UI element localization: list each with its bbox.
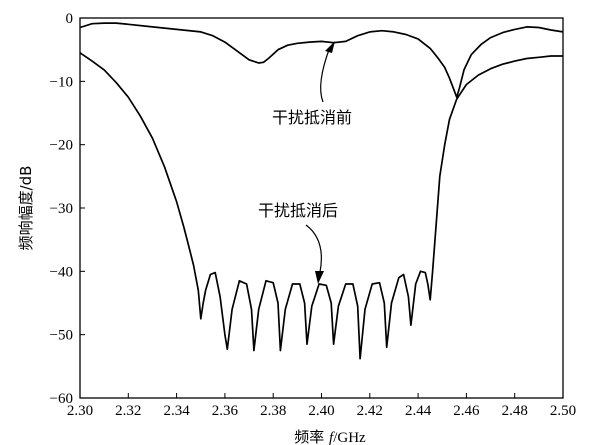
y-tick-label: 0 bbox=[66, 11, 74, 27]
x-tick-label: 2.40 bbox=[308, 403, 334, 419]
y-axis-title: 频响幅度/dB bbox=[17, 166, 35, 251]
x-axis-title: 频率 f/GHz bbox=[294, 428, 366, 445]
annotation-before-arrow bbox=[320, 46, 331, 103]
annotation-before-label: 干扰抵消前 bbox=[272, 108, 352, 127]
y-tick-label: −20 bbox=[50, 138, 73, 154]
ticks-layer: 2.30 2.32 2.34 2.36 2.38 2.40 2.42 2.44 2.46 2.48… bbox=[50, 11, 577, 419]
annotation-after-arrowhead bbox=[315, 271, 324, 284]
x-tick-label: 2.38 bbox=[260, 403, 286, 419]
series-line-before bbox=[79, 22, 564, 99]
annotation-before-arrowhead bbox=[325, 41, 335, 53]
annotation-before: 干扰抵消前 bbox=[272, 41, 352, 127]
x-tick-label: 2.48 bbox=[502, 403, 528, 419]
series-line-after bbox=[79, 52, 563, 360]
y-tick-label: −40 bbox=[50, 264, 73, 280]
y-tick-label: −10 bbox=[50, 74, 73, 90]
y-tick-label: −60 bbox=[50, 391, 73, 407]
x-tick-label: 2.46 bbox=[453, 403, 480, 419]
x-tick-label: 2.30 bbox=[67, 403, 93, 419]
x-tick-label: 2.34 bbox=[163, 403, 190, 419]
x-tick-label: 2.36 bbox=[212, 403, 239, 419]
y-tick-label: −30 bbox=[50, 201, 73, 217]
x-tick-label: 2.50 bbox=[550, 403, 576, 419]
annotation-after-arrow bbox=[305, 224, 322, 273]
x-tick-label: 2.44 bbox=[405, 403, 432, 419]
series-layer bbox=[79, 22, 564, 360]
annotation-after-label: 干扰抵消后 bbox=[258, 201, 338, 220]
y-tick-label: −50 bbox=[50, 328, 73, 344]
annotation-after: 干扰抵消后 bbox=[258, 201, 338, 284]
x-tick-label: 2.32 bbox=[115, 403, 141, 419]
x-tick-label: 2.42 bbox=[357, 403, 383, 419]
